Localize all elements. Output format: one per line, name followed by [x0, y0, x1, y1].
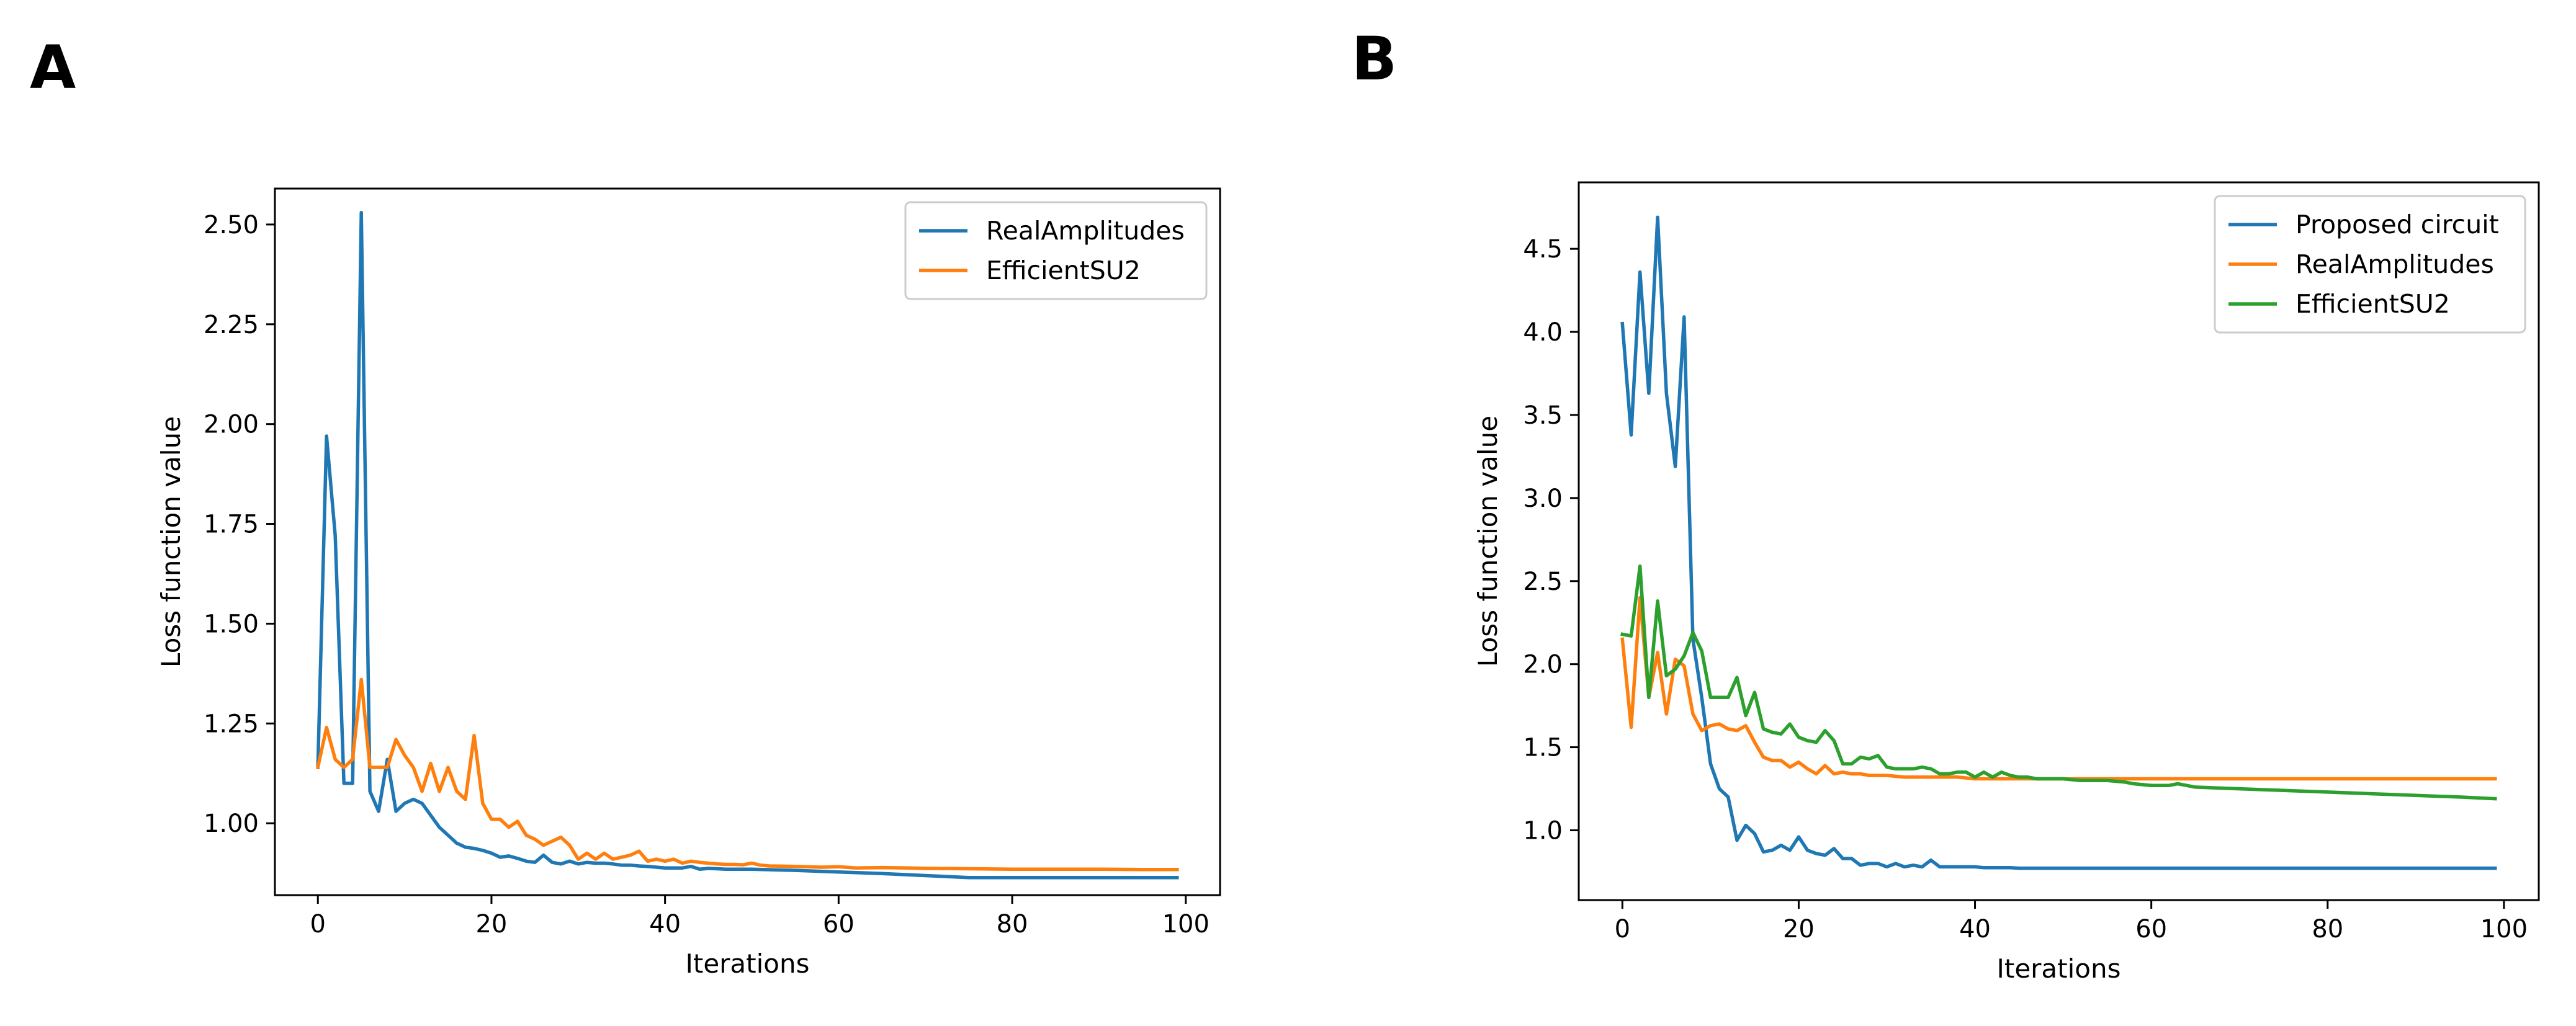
series-line-efficientsu2	[315, 677, 1179, 872]
legend-entry: RealAmplitudes	[986, 216, 1185, 246]
legend-entry: EfficientSU2	[2296, 289, 2450, 319]
x-tick-label: 100	[1162, 910, 1209, 939]
legend-box	[904, 201, 1208, 300]
x-tick-label: 0	[1615, 915, 1630, 943]
panel-label-a: A	[30, 33, 76, 102]
x-tick-label: 60	[823, 910, 855, 939]
x-tick-label: 80	[997, 910, 1028, 939]
y-axis-label: Loss function value	[1473, 416, 1503, 667]
y-tick-label: 2.25	[204, 311, 259, 339]
y-tick-label: 2.5	[1523, 568, 1563, 596]
series-line-efficientsu2	[1620, 564, 2497, 801]
y-tick-label: 3.5	[1523, 401, 1563, 430]
y-tick-label: 1.75	[204, 511, 259, 539]
legend-box	[2214, 195, 2526, 334]
y-axis-label: Loss function value	[156, 416, 186, 667]
x-axis-label: Iterations	[685, 948, 809, 979]
y-tick-label: 2.50	[204, 211, 259, 239]
x-tick-label: 0	[310, 910, 326, 939]
legend: RealAmplitudes EfficientSU2	[904, 201, 1208, 300]
chart-a: 0 20 40 60 80 100 1.00 1.25 1.50 1.75 2.00 2.25 2.50…	[156, 187, 1221, 979]
x-tick-label: 100	[2480, 915, 2528, 943]
series-line-proposed-circuit	[1620, 215, 2497, 870]
x-axis-label: Iterations	[1996, 953, 2120, 984]
y-tick-label: 1.50	[204, 610, 259, 638]
x-tick-label: 20	[475, 910, 507, 939]
series-line-realamplitudes	[316, 210, 1179, 880]
plot-frame	[274, 187, 1221, 896]
series-line-realamplitudes	[1620, 596, 2497, 781]
panel-label-b: B	[1352, 24, 1397, 94]
y-tick-label: 2.00	[204, 411, 259, 439]
legend: Proposed circuit RealAmplitudes EfficientS…	[2214, 195, 2526, 334]
legend-entry: EfficientSU2	[986, 256, 1141, 285]
y-tick-label: 1.5	[1523, 734, 1563, 762]
y-tick-label: 1.00	[204, 810, 259, 838]
legend-entry: Proposed circuit	[2296, 210, 2499, 239]
y-tick-label: 4.0	[1523, 318, 1563, 347]
y-tick-label: 2.0	[1523, 651, 1563, 679]
x-tick-label: 80	[2312, 915, 2343, 943]
x-tick-label: 40	[1959, 915, 1991, 943]
legend-entry: RealAmplitudes	[2296, 249, 2494, 279]
x-tick-label: 60	[2135, 915, 2167, 943]
y-tick-label: 1.0	[1523, 817, 1563, 845]
chart-b: 0 20 40 60 80 100 1.0 1.5 2.0 2.5 3.0 3.5 4.0 4.5 Iter…	[1473, 181, 2540, 984]
x-tick-label: 20	[1783, 915, 1815, 943]
y-tick-label: 3.0	[1523, 484, 1563, 513]
y-tick-label: 1.25	[204, 710, 259, 738]
x-tick-label: 40	[649, 910, 681, 939]
y-tick-label: 4.5	[1523, 235, 1563, 264]
plot-frame	[1577, 181, 2540, 901]
